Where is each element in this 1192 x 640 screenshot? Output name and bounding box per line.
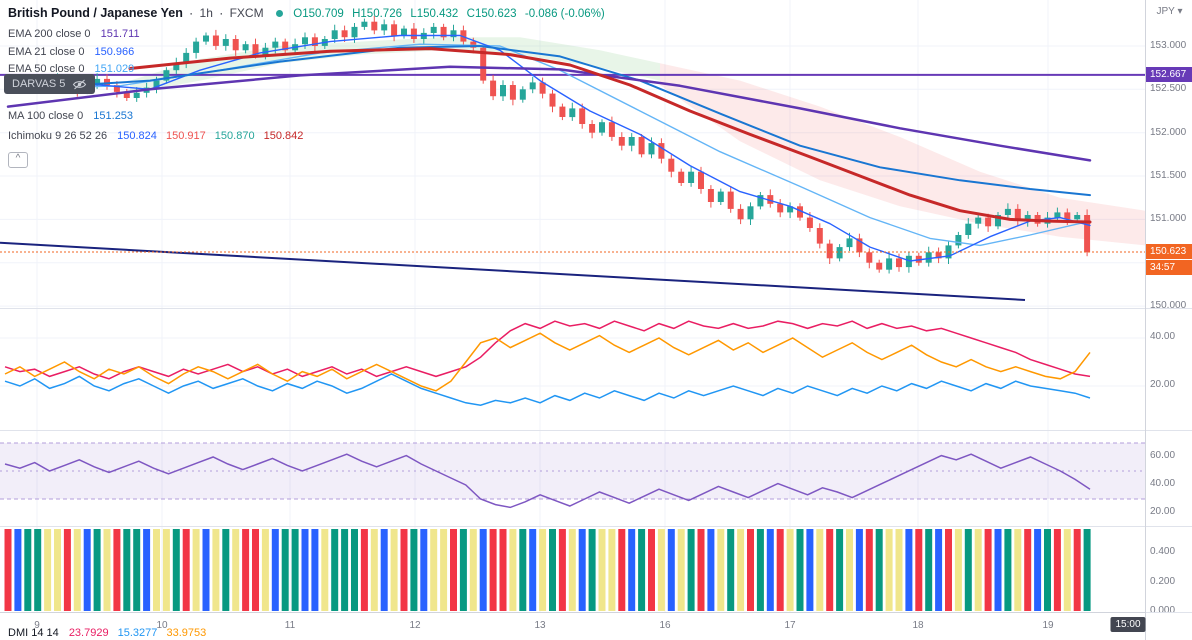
indicator-row-ichimoku[interactable]: Ichimoku 9 26 52 26 150.824 150.917 150.… <box>8 130 309 142</box>
pane-separator <box>1146 526 1192 527</box>
indicator-darvas-label: DARVAS 5 <box>12 78 66 90</box>
rsi-axis-label: 20.00 <box>1150 506 1176 517</box>
cam-chart[interactable] <box>0 527 1145 613</box>
time-axis-label: 17 <box>784 620 796 631</box>
collapse-legend-button[interactable]: ^ <box>8 152 28 168</box>
plus-di-line <box>4 373 1091 406</box>
ichimoku-baseline <box>128 47 1092 224</box>
bar-countdown-badge: 34:57 <box>1146 260 1192 276</box>
separator: · <box>219 6 224 20</box>
dmi-chart[interactable] <box>0 309 1145 431</box>
main-price-pane[interactable]: British Pound / Japanese Yen · 1h · FXCM… <box>0 0 1145 308</box>
ohlc-high: H150.726 <box>352 8 402 20</box>
indicator-row-ema21[interactable]: EMA 21 close 0 150.966 <box>8 46 140 58</box>
price-axis-label: 151.500 <box>1150 170 1187 181</box>
ichimoku-value-4: 150.842 <box>263 130 304 142</box>
ichimoku-value-1: 150.824 <box>117 130 157 142</box>
price-axis-label: 153.000 <box>1150 39 1187 51</box>
last-price-badge: 150.623 <box>1146 244 1192 260</box>
ichimoku-value-2: 150.917 <box>165 130 206 142</box>
grid <box>0 0 1145 308</box>
ema-50-line <box>7 43 1091 247</box>
chevron-down-icon: ▾ <box>1177 6 1183 17</box>
ohlc-close: C150.623 <box>466 8 517 20</box>
dmi-axis-label: 20.00 <box>1150 379 1176 390</box>
indicator-row-ema200[interactable]: EMA 200 close 0 151.711 <box>8 28 146 40</box>
cam-bars <box>4 529 1091 611</box>
currency-toggle[interactable]: JPY ▾ <box>1146 6 1192 17</box>
time-axis-label: 19 <box>1042 620 1054 631</box>
dmi-plusdi-value: 15.3277 <box>117 627 158 639</box>
time-axis-label: 10 <box>156 620 168 631</box>
rsi-axis-label: 40.00 <box>1150 478 1176 489</box>
exchange-name: FXCM <box>229 6 264 20</box>
price-axis-label: 151.000 <box>1150 213 1187 225</box>
rsi-axis-label: 60.00 <box>1150 450 1176 461</box>
time-axis-label: 18 <box>912 620 924 631</box>
indicator-ma100-label[interactable]: MA 100 close 0 <box>8 110 84 122</box>
darvas-price-badge: 152.667 <box>1146 66 1192 82</box>
symbol-legend: British Pound / Japanese Yen · 1h · FXCM… <box>8 6 610 20</box>
ichimoku-value-3: 150.870 <box>214 130 255 142</box>
time-axis-label: 11 <box>284 620 296 631</box>
cam-axis-label: 0.200 <box>1150 575 1176 587</box>
rsi-pane[interactable]: RSI 14 close 36.82 <box>0 430 1145 527</box>
adx-line <box>4 320 1091 380</box>
pane-separator <box>1146 430 1192 431</box>
rsi-chart[interactable] <box>0 431 1145 527</box>
indicator-ema200-value: 151.711 <box>100 28 140 40</box>
indicator-row-ma100[interactable]: MA 100 close 0 151.253 <box>8 110 139 122</box>
grid <box>0 309 1145 431</box>
separator: · <box>189 6 194 20</box>
indicator-ema50-label[interactable]: EMA 50 close 0 <box>8 63 85 75</box>
market-status-dot <box>275 10 283 17</box>
dmi-minusdi-value: 33.9753 <box>166 627 207 639</box>
indicator-row-ema50[interactable]: EMA 50 close 0 151.029 <box>8 63 140 75</box>
price-axis-label: 150.000 <box>1150 300 1187 312</box>
currency-label: JPY <box>1156 6 1175 17</box>
cam-axis-label: 0.000 <box>1150 605 1176 616</box>
dmi-pane[interactable]: DMI 14 14 23.7929 15.3277 33.9753 <box>0 308 1145 639</box>
grid <box>36 431 1049 527</box>
current-time-badge: 15:00 <box>1110 617 1146 632</box>
dmi-legend[interactable]: DMI 14 14 23.7929 15.3277 33.9753 <box>8 627 212 639</box>
dmi-label[interactable]: DMI 14 14 <box>8 627 59 639</box>
price-axis[interactable]: JPY ▾ 153.000 152.500 152.000 151.500 151.00… <box>1145 0 1192 640</box>
ohlc-change: -0.086 (-0.06%) <box>524 8 605 20</box>
price-chart[interactable] <box>0 0 1145 308</box>
time-axis-label: 9 <box>34 620 40 631</box>
pane-separator <box>1146 308 1192 309</box>
price-axis-label: 152.500 <box>1150 83 1187 95</box>
dmi-axis-label: 40.00 <box>1150 331 1176 342</box>
cam-axis-label: 0.400 <box>1150 546 1176 557</box>
indicator-ema200-label[interactable]: EMA 200 close 0 <box>8 28 91 40</box>
trendline <box>0 241 1026 301</box>
indicator-darvas[interactable]: DARVAS 5 <box>4 74 96 94</box>
ohlc-low: L150.432 <box>410 8 459 20</box>
minus-di-line <box>4 332 1091 392</box>
rsi-line <box>4 453 1091 509</box>
dmi-adx-value: 23.7929 <box>68 627 109 639</box>
time-axis[interactable]: 9 10 11 12 13 16 17 18 19 15:00 <box>0 612 1146 640</box>
ohlc-open: O150.709 <box>293 8 344 20</box>
pane-separator <box>1146 612 1192 613</box>
time-axis-label: 12 <box>409 620 421 631</box>
indicator-ema50-value: 151.029 <box>94 63 135 75</box>
ema-200-line <box>6 65 1092 162</box>
eye-hidden-icon[interactable] <box>72 79 87 90</box>
time-axis-label: 13 <box>534 620 546 631</box>
interval-selector[interactable]: 1h <box>199 6 213 20</box>
indicator-ma100-value: 151.253 <box>93 110 134 122</box>
time-axis-label: 16 <box>659 620 671 631</box>
cam-pane[interactable]: CAM Indicator 10 10 12 26 0.500 0.000 <box>0 526 1145 613</box>
price-axis-label: 152.000 <box>1150 126 1187 138</box>
symbol-name[interactable]: British Pound / Japanese Yen <box>8 6 183 20</box>
indicator-ichimoku-label[interactable]: Ichimoku 9 26 52 26 <box>8 130 108 142</box>
ohlc-values: O150.709 H150.726 L150.432 C150.623 -0.0… <box>293 6 610 20</box>
indicator-ema21-label[interactable]: EMA 21 close 0 <box>8 46 85 58</box>
indicator-ema21-value: 150.966 <box>94 46 135 58</box>
